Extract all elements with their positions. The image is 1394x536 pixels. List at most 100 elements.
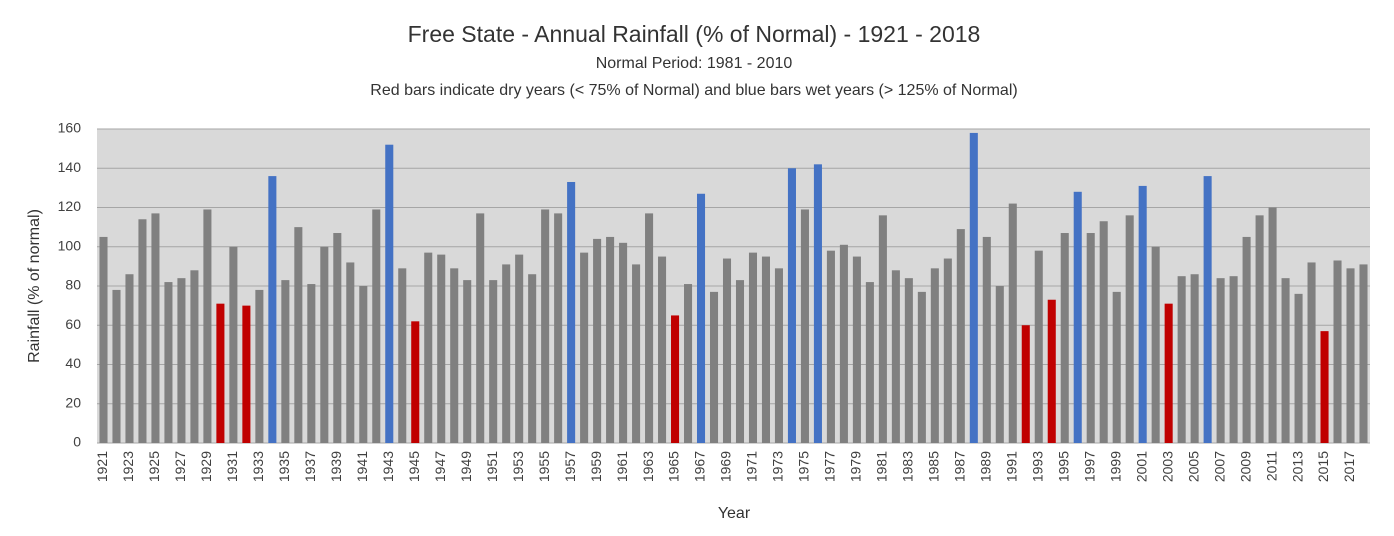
x-tick-label: 1963 xyxy=(640,451,656,482)
bar xyxy=(1281,278,1290,443)
bar xyxy=(930,268,939,443)
bar xyxy=(995,286,1004,443)
x-tick-label: 1989 xyxy=(978,451,994,482)
bar xyxy=(203,209,212,443)
bar xyxy=(502,264,511,443)
x-tick-label: 1943 xyxy=(380,451,396,482)
bar xyxy=(1268,207,1277,443)
bar xyxy=(398,268,407,443)
bar xyxy=(372,209,381,443)
y-tick-label: 60 xyxy=(65,316,81,332)
x-tick-label: 1959 xyxy=(588,451,604,482)
x-tick-label: 1979 xyxy=(848,451,864,482)
x-tick-label: 1975 xyxy=(796,451,812,482)
x-tick-label: 1991 xyxy=(1003,451,1019,482)
bar xyxy=(99,236,108,443)
x-tick-label: 1983 xyxy=(900,451,916,482)
bar xyxy=(1060,233,1069,443)
x-tick-label: 1969 xyxy=(718,451,734,482)
bar xyxy=(826,250,835,443)
x-tick-label: 1923 xyxy=(120,451,136,482)
bar xyxy=(1021,325,1030,443)
bar xyxy=(216,303,225,443)
bar xyxy=(1125,215,1134,443)
bar xyxy=(320,246,329,443)
bar xyxy=(774,268,783,443)
bar xyxy=(852,256,861,443)
bar xyxy=(722,258,732,443)
bar xyxy=(177,278,186,443)
x-tick-label: 1955 xyxy=(536,451,552,482)
bar xyxy=(1320,331,1329,443)
bar xyxy=(554,213,563,443)
x-tick-label: 1971 xyxy=(744,451,760,482)
x-tick-label: 1939 xyxy=(328,451,344,482)
bar xyxy=(515,254,524,443)
bar xyxy=(891,270,900,443)
y-tick-label: 100 xyxy=(58,237,82,253)
x-tick-label: 1925 xyxy=(146,451,162,482)
x-tick-label: 1937 xyxy=(302,451,318,482)
x-tick-label: 1933 xyxy=(250,451,266,482)
x-tick-label: 1949 xyxy=(458,451,474,482)
bar xyxy=(385,144,394,443)
bar xyxy=(800,209,809,443)
bar xyxy=(281,280,290,443)
bar xyxy=(229,246,238,443)
y-tick-label: 160 xyxy=(58,120,82,136)
bar xyxy=(307,284,316,443)
bar xyxy=(489,280,498,443)
bar xyxy=(1229,276,1238,443)
x-tick-label: 1953 xyxy=(510,451,526,482)
bar xyxy=(735,280,745,443)
bar xyxy=(1255,215,1264,443)
subtitle: Normal Period: 1981 - 2010 xyxy=(596,55,793,72)
bar xyxy=(1086,233,1095,443)
bar xyxy=(528,274,537,443)
bar xyxy=(333,233,342,443)
x-tick-label: 2011 xyxy=(1263,451,1279,481)
bar xyxy=(255,289,264,443)
bar xyxy=(1008,203,1017,443)
bar xyxy=(671,315,680,443)
y-axis-label: Rainfall (% of normal) xyxy=(26,209,43,363)
x-tick-label: 2015 xyxy=(1315,451,1331,482)
x-tick-label: 1993 xyxy=(1029,451,1045,482)
bar xyxy=(541,209,550,443)
x-tick-label: 2005 xyxy=(1185,451,1201,482)
x-tick-label: 1951 xyxy=(484,451,500,482)
bar xyxy=(411,321,420,443)
x-tick-label: 1973 xyxy=(770,451,786,482)
bar xyxy=(1294,293,1303,443)
bar xyxy=(619,242,628,443)
x-tick-label: 1921 xyxy=(94,451,110,482)
bar xyxy=(813,164,822,443)
x-tick-label: 1987 xyxy=(952,451,968,482)
bar xyxy=(1346,268,1355,443)
bar xyxy=(1307,262,1316,443)
x-tick-label: 1935 xyxy=(276,451,292,482)
x-tick-label: 1931 xyxy=(224,451,240,482)
bar xyxy=(709,291,719,443)
x-tick-label: 1957 xyxy=(562,451,578,482)
bar xyxy=(632,264,641,443)
x-axis-label: Year xyxy=(718,505,751,522)
bar xyxy=(1047,299,1056,443)
x-tick-label: 1941 xyxy=(354,451,370,482)
bar xyxy=(567,181,576,444)
bar xyxy=(346,262,355,443)
bar xyxy=(969,132,978,444)
bar xyxy=(164,282,173,443)
x-tick-label: 2001 xyxy=(1133,451,1149,482)
y-tick-label: 0 xyxy=(73,434,81,450)
bar xyxy=(1216,278,1225,443)
subtitle: Red bars indicate dry years (< 75% of No… xyxy=(370,82,1017,99)
bar xyxy=(125,274,134,443)
bar xyxy=(242,305,251,443)
bar xyxy=(138,219,147,443)
bar xyxy=(1112,291,1121,443)
x-tick-label: 1997 xyxy=(1081,451,1097,482)
x-tick-label: 1927 xyxy=(172,451,188,482)
bar xyxy=(865,282,874,443)
